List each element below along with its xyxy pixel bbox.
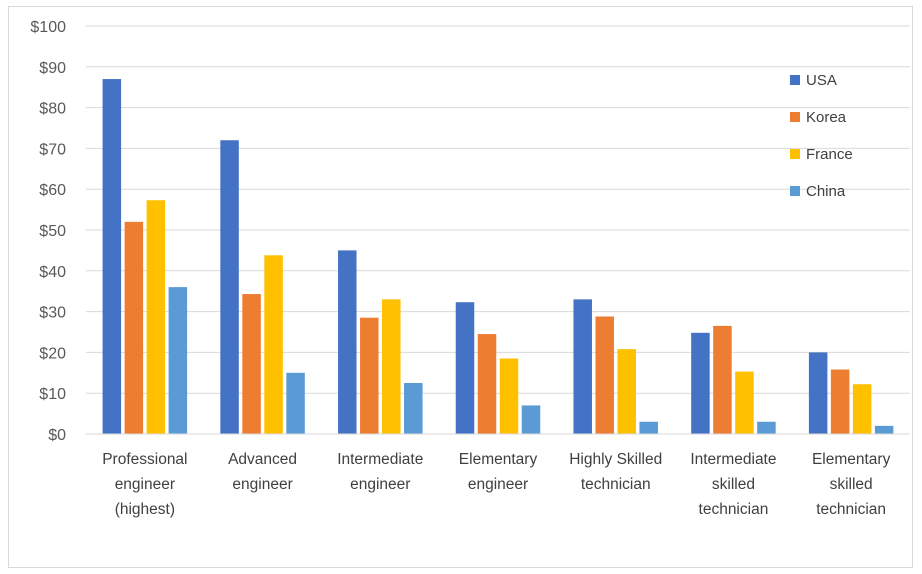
bar-france: [264, 255, 283, 434]
y-tick-label: $10: [39, 386, 66, 403]
category-label: engineer: [232, 476, 292, 493]
legend-swatch-china: [790, 186, 800, 196]
bars: [102, 79, 894, 435]
y-tick-label: $70: [39, 141, 66, 158]
category-label: Intermediate: [690, 451, 776, 468]
bar-korea: [713, 325, 732, 434]
bar-korea: [360, 317, 379, 434]
category-label: engineer: [115, 476, 175, 493]
legend-swatch-france: [790, 149, 800, 159]
x-axis-category-labels: Professional engineer (highest) Advanced eng…: [102, 451, 890, 518]
bar-usa: [220, 140, 239, 435]
category-label: engineer: [468, 476, 528, 493]
legend-label-france: France: [806, 146, 853, 163]
legend-label-korea: Korea: [806, 109, 847, 126]
legend: USA Korea France China: [790, 72, 853, 200]
bar-france: [499, 358, 519, 434]
category-label: technician: [581, 476, 651, 493]
y-tick-label: $100: [30, 19, 66, 36]
bar-usa: [691, 332, 710, 434]
y-tick-label: $40: [39, 264, 66, 281]
category-label: Elementary: [812, 451, 891, 468]
y-axis-tick-labels: $0 $10 $20 $30 $40 $50 $60 $70 $80 $90 $100: [30, 19, 66, 444]
category-label: technician: [699, 501, 769, 518]
bar-france: [735, 371, 754, 434]
category-label: skilled: [830, 476, 873, 493]
legend-swatch-usa: [790, 75, 800, 85]
bar-korea: [242, 294, 261, 434]
gridlines: [86, 25, 910, 394]
y-tick-label: $30: [39, 305, 66, 322]
bar-france: [852, 384, 872, 434]
bar-china: [757, 421, 776, 434]
bar-france: [382, 299, 401, 434]
y-tick-label: $80: [39, 101, 66, 118]
bar-france: [617, 349, 636, 434]
bar-korea: [477, 334, 497, 434]
category-label: engineer: [350, 476, 410, 493]
legend-label-china: China: [806, 183, 846, 200]
category-label: Elementary: [459, 451, 538, 468]
bar-china: [168, 287, 188, 434]
bar-usa: [338, 250, 357, 434]
bar-france: [146, 200, 166, 434]
bar-china: [404, 383, 423, 434]
bar-china: [286, 372, 305, 434]
y-tick-label: $20: [39, 345, 66, 362]
bar-china: [639, 421, 658, 434]
bar-usa: [102, 79, 122, 434]
y-tick-label: $90: [39, 60, 66, 77]
bar-china: [874, 425, 894, 434]
category-label: skilled: [712, 476, 755, 493]
bar-usa: [455, 302, 475, 434]
category-label: Advanced: [228, 451, 297, 468]
y-tick-label: $0: [48, 427, 66, 444]
legend-swatch-korea: [790, 112, 800, 122]
chart-area: [8, 6, 913, 568]
category-label: Highly Skilled: [569, 451, 662, 468]
bar-china: [521, 405, 541, 434]
category-label: (highest): [115, 501, 175, 518]
category-label: Professional: [102, 451, 187, 468]
legend-label-usa: USA: [806, 72, 837, 89]
category-label: Intermediate: [337, 451, 423, 468]
bar-korea: [830, 369, 850, 434]
bar-korea: [124, 221, 144, 434]
bar-usa: [573, 299, 592, 434]
y-tick-label: $50: [39, 223, 66, 240]
bar-korea: [595, 316, 614, 434]
y-tick-label: $60: [39, 182, 66, 199]
bar-usa: [808, 352, 828, 434]
category-label: technician: [816, 501, 886, 518]
